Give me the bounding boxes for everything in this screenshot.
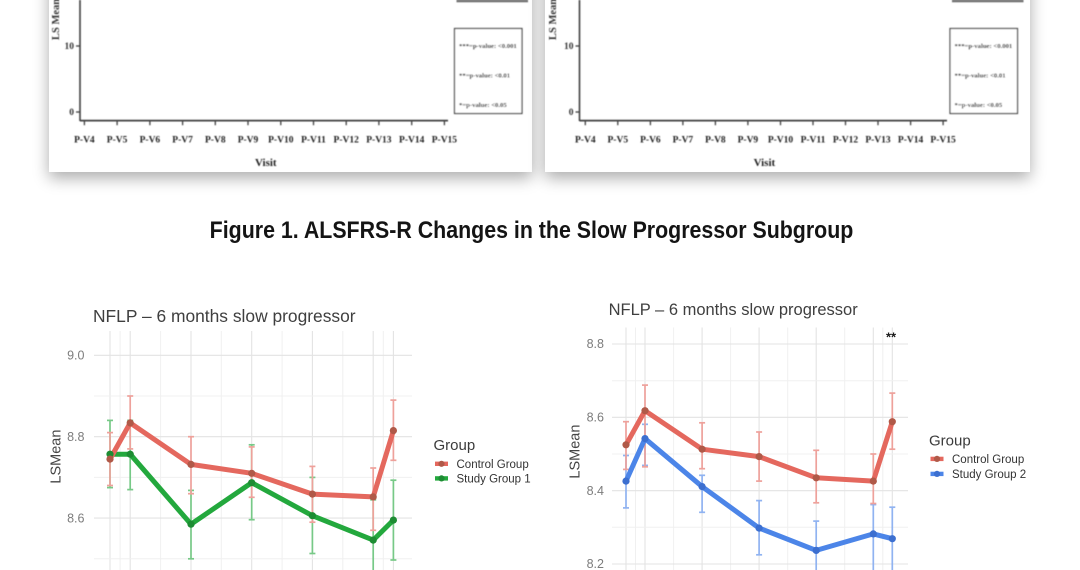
svg-text:P-V8: P-V8 <box>205 136 226 146</box>
svg-text:10: 10 <box>564 42 574 52</box>
svg-text:P-V15: P-V15 <box>930 136 956 146</box>
svg-text:Visit: Visit <box>754 157 776 169</box>
svg-text:P-V5: P-V5 <box>608 136 629 146</box>
svg-text:LS Mean: LS Mean <box>51 0 62 40</box>
svg-text:NFLP – 6 months slow progresso: NFLP – 6 months slow progressor <box>609 301 859 319</box>
svg-text:P-V10: P-V10 <box>768 136 794 146</box>
svg-text:P-V14: P-V14 <box>399 136 425 146</box>
svg-text:P-V7: P-V7 <box>673 136 694 146</box>
svg-text:P-V13: P-V13 <box>366 136 392 146</box>
svg-text:P-V8: P-V8 <box>705 136 726 146</box>
svg-text:8.6: 8.6 <box>587 411 604 425</box>
svg-text:**: ** <box>886 330 897 345</box>
svg-text:P-V7: P-V7 <box>172 136 193 146</box>
svg-text:*=p-value: <0.05: *=p-value: <0.05 <box>459 102 507 109</box>
svg-text:9.0: 9.0 <box>67 349 84 363</box>
svg-text:0: 0 <box>569 108 574 118</box>
svg-text:Study Group 1: Study Group 1 <box>457 473 531 485</box>
svg-text:P-V4: P-V4 <box>575 136 596 146</box>
svg-text:***=p-value: <0.001: ***=p-value: <0.001 <box>459 43 517 50</box>
svg-text:P-V9: P-V9 <box>238 136 259 146</box>
svg-text:P-V11: P-V11 <box>801 136 826 146</box>
svg-text:P-V10: P-V10 <box>268 136 294 146</box>
svg-text:P-V6: P-V6 <box>640 136 661 146</box>
svg-text:LSMean: LSMean <box>49 430 65 484</box>
svg-text:P-V13: P-V13 <box>865 136 891 146</box>
svg-text:Control Group: Control Group <box>457 459 529 471</box>
svg-text:***=p-value: <0.001: ***=p-value: <0.001 <box>955 43 1013 50</box>
svg-text:Visit: Visit <box>255 157 277 169</box>
svg-text:LSMean: LSMean <box>568 425 584 479</box>
svg-text:Control Group: Control Group <box>952 454 1024 466</box>
svg-text:Group: Group <box>929 433 971 450</box>
svg-text:8.2: 8.2 <box>587 557 604 570</box>
svg-text:NFLP – 6 months slow progresso: NFLP – 6 months slow progressor <box>93 306 356 326</box>
svg-text:P-V9: P-V9 <box>738 136 759 146</box>
svg-text:P-V12: P-V12 <box>334 136 360 146</box>
svg-text:P-V6: P-V6 <box>140 136 161 146</box>
svg-text:**=p-value: <0.01: **=p-value: <0.01 <box>459 73 510 80</box>
svg-text:P-V4: P-V4 <box>74 136 95 146</box>
svg-text:P-V11: P-V11 <box>301 136 326 146</box>
svg-text:P-V5: P-V5 <box>107 136 128 146</box>
svg-text:P-V12: P-V12 <box>833 136 859 146</box>
svg-text:*=p-value: <0.05: *=p-value: <0.05 <box>955 102 1003 109</box>
svg-text:0: 0 <box>69 108 74 118</box>
svg-text:8.4: 8.4 <box>587 484 604 498</box>
svg-text:8.6: 8.6 <box>67 511 84 525</box>
svg-text:8.8: 8.8 <box>67 430 84 444</box>
svg-text:Group: Group <box>434 437 476 454</box>
svg-text:P-V15: P-V15 <box>432 136 458 146</box>
svg-text:10: 10 <box>65 42 75 52</box>
svg-text:**=p-value: <0.01: **=p-value: <0.01 <box>955 73 1006 80</box>
svg-text:Study Group 2: Study Group 2 <box>952 469 1026 481</box>
svg-text:LS Mean: LS Mean <box>548 0 559 40</box>
svg-text:8.8: 8.8 <box>587 337 604 351</box>
svg-text:P-V14: P-V14 <box>898 136 924 146</box>
